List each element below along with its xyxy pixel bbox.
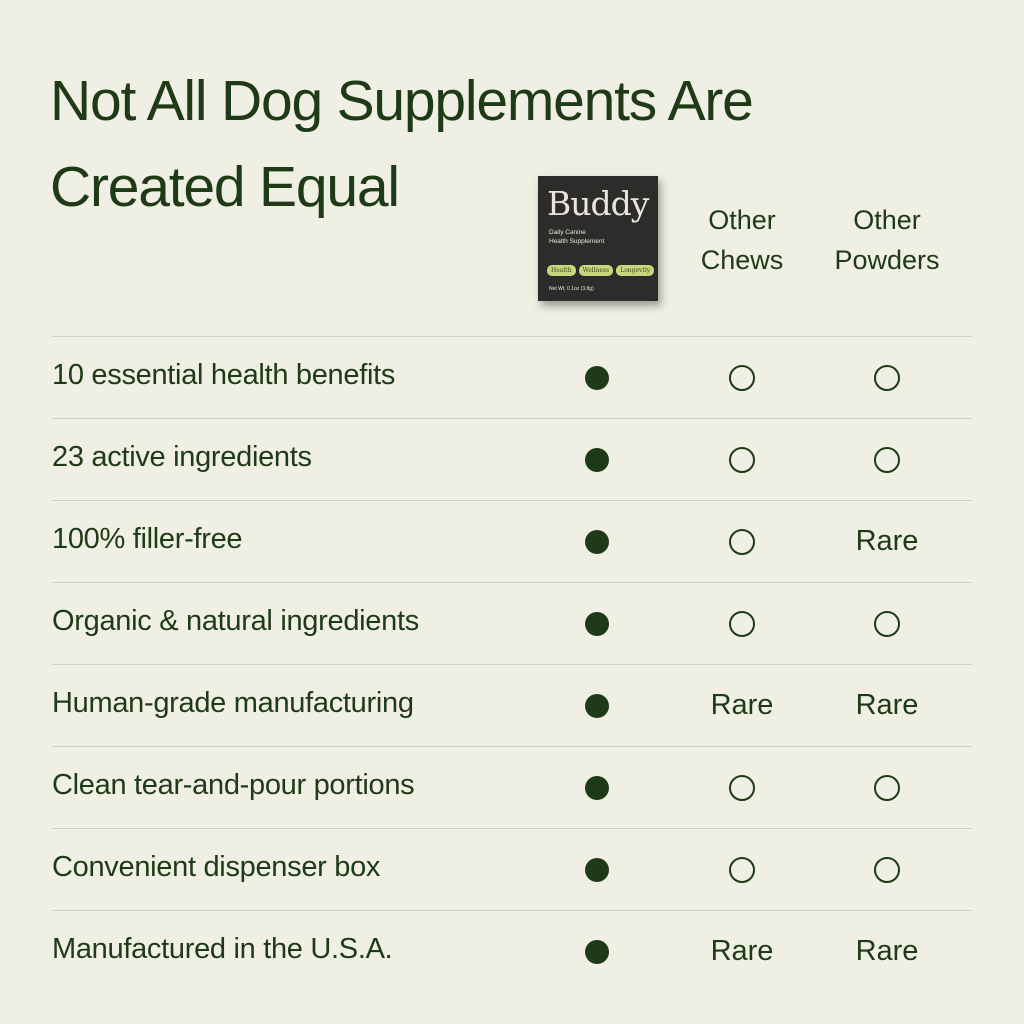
cell-chews: [672, 747, 812, 828]
feature-label: 23 active ingredients: [52, 441, 312, 473]
table-row: Human-grade manufacturing Rare Rare: [52, 664, 972, 746]
feature-label: Clean tear-and-pour portions: [52, 769, 415, 801]
filled-circle-icon: [585, 857, 609, 882]
cell-powders: [817, 419, 957, 500]
page-title: Not All Dog Supplements Are Created Equal: [50, 58, 754, 230]
cell-buddy: [527, 583, 667, 664]
table-row: Manufactured in the U.S.A. Rare Rare: [52, 910, 972, 992]
buddy-product-packet: Buddy Daily Canine Health Supplement Heal…: [538, 176, 658, 301]
net-weight: Net Wt. 0.1oz (3.8g): [549, 286, 594, 292]
filled-circle-icon: [585, 939, 609, 964]
cell-buddy: [527, 419, 667, 500]
table-row: Convenient dispenser box: [52, 828, 972, 910]
header-line: Other: [853, 205, 921, 235]
filled-circle-icon: [585, 611, 609, 636]
product-subtitle: Daily Canine Health Supplement: [549, 228, 604, 246]
cell-buddy: [527, 747, 667, 828]
tag: Longevity: [616, 265, 655, 276]
empty-circle-icon: [729, 774, 755, 801]
rare-text: Rare: [710, 935, 774, 967]
empty-circle-icon: [729, 446, 755, 473]
cell-powders: Rare: [817, 665, 957, 746]
product-tags: Health Wellness Longevity: [547, 265, 655, 276]
header-line: Other: [708, 205, 776, 235]
table-row: 10 essential health benefits: [52, 336, 972, 418]
cell-chews: Rare: [672, 665, 812, 746]
feature-label: Human-grade manufacturing: [52, 687, 414, 719]
empty-circle-icon: [729, 856, 755, 883]
feature-label: 10 essential health benefits: [52, 359, 396, 391]
cell-chews: Rare: [672, 911, 812, 992]
feature-label: Convenient dispenser box: [52, 851, 381, 883]
table-row: Organic & natural ingredients: [52, 582, 972, 664]
feature-label: Organic & natural ingredients: [52, 605, 419, 637]
filled-circle-icon: [585, 529, 609, 554]
cell-powders: [817, 747, 957, 828]
cell-chews: [672, 829, 812, 910]
cell-powders: [817, 337, 957, 418]
subtitle-line: Health Supplement: [549, 238, 605, 245]
rare-text: Rare: [855, 935, 919, 967]
cell-buddy: [527, 665, 667, 746]
empty-circle-icon: [729, 528, 755, 555]
rare-text: Rare: [855, 525, 919, 557]
empty-circle-icon: [874, 774, 900, 801]
filled-circle-icon: [585, 447, 609, 472]
feature-label: 100% filler-free: [52, 523, 243, 555]
subtitle-line: Daily Canine: [549, 229, 586, 236]
filled-circle-icon: [585, 365, 609, 390]
rare-text: Rare: [710, 689, 774, 721]
cell-chews: [672, 419, 812, 500]
cell-powders: Rare: [817, 911, 957, 992]
cell-chews: [672, 337, 812, 418]
cell-buddy: [527, 337, 667, 418]
table-row: 23 active ingredients: [52, 418, 972, 500]
empty-circle-icon: [729, 364, 755, 391]
cell-buddy: [527, 501, 667, 582]
empty-circle-icon: [729, 610, 755, 637]
cell-buddy: [527, 829, 667, 910]
filled-circle-icon: [585, 775, 609, 800]
title-line: Not All Dog Supplements Are: [50, 69, 754, 133]
empty-circle-icon: [874, 364, 900, 391]
filled-circle-icon: [585, 693, 609, 718]
empty-circle-icon: [874, 610, 900, 637]
tag: Wellness: [578, 265, 614, 276]
column-header-other-powders: Other Powders: [817, 200, 957, 280]
table-row: Clean tear-and-pour portions: [52, 746, 972, 828]
rare-text: Rare: [855, 689, 919, 721]
cell-buddy: [527, 911, 667, 992]
table-row: 100% filler-free Rare: [52, 500, 972, 582]
comparison-table: 10 essential health benefits 23 active in…: [52, 336, 972, 992]
empty-circle-icon: [874, 446, 900, 473]
cell-chews: [672, 583, 812, 664]
cell-powders: Rare: [817, 501, 957, 582]
cell-powders: [817, 829, 957, 910]
column-header-other-chews: Other Chews: [672, 200, 812, 280]
cell-chews: [672, 501, 812, 582]
title-line: Created Equal: [50, 155, 400, 219]
header-line: Powders: [834, 245, 940, 275]
tag: Health: [547, 265, 576, 276]
header-line: Chews: [700, 245, 784, 275]
feature-label: Manufactured in the U.S.A.: [52, 933, 393, 965]
product-brand: Buddy: [547, 184, 649, 223]
cell-powders: [817, 583, 957, 664]
empty-circle-icon: [874, 856, 900, 883]
